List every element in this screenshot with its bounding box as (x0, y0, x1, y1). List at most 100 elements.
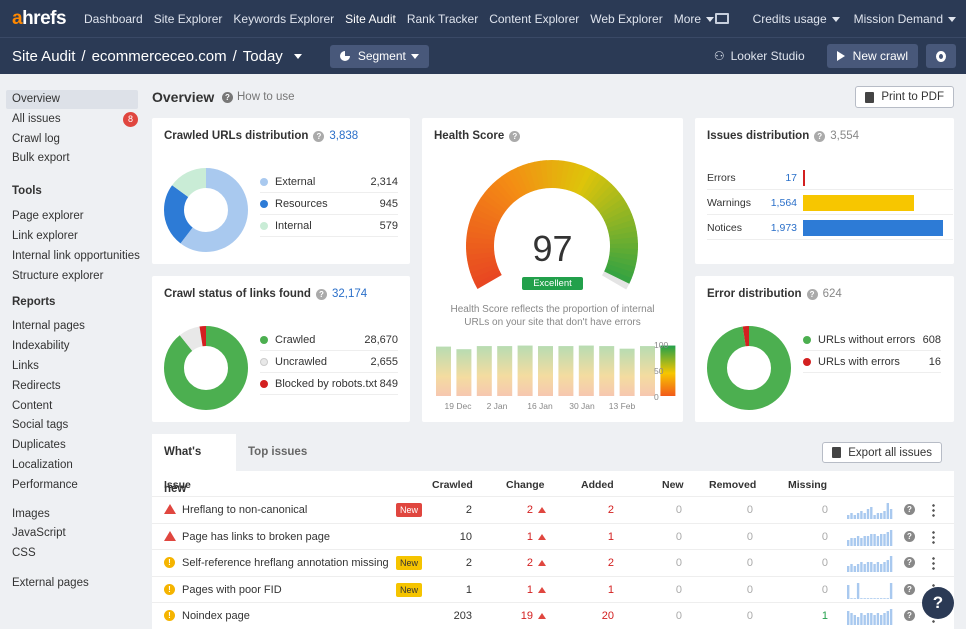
health-history-bar[interactable] (476, 346, 492, 396)
cell-missing[interactable]: 0 (821, 530, 828, 543)
export-all-issues-button[interactable]: Export all issues (822, 442, 942, 463)
tab-whats-new[interactable]: What's new (152, 434, 236, 495)
issue-type-count[interactable]: 17 (785, 171, 797, 184)
issues-row-notices[interactable]: Notices 1,973 (707, 216, 953, 240)
nav-link-keywords-explorer[interactable]: Keywords Explorer (233, 12, 334, 26)
cell-added[interactable]: 20 (601, 610, 614, 622)
help-icon[interactable]: ? (904, 557, 915, 568)
health-history-bar[interactable] (619, 348, 635, 396)
cell-crawled[interactable]: 1 (465, 583, 472, 596)
cell-new[interactable]: 0 (675, 504, 682, 516)
sidebar-item-all-issues[interactable]: All issues 8 (6, 110, 138, 129)
sidebar-item-content[interactable]: Content (6, 397, 138, 416)
nav-link-more[interactable]: More (674, 12, 715, 26)
health-history-bar[interactable] (456, 349, 472, 396)
change-value[interactable]: 2 (526, 557, 533, 569)
help-icon[interactable]: ? (509, 130, 521, 142)
table-row[interactable]: ! Pages with poor FID New 1 1 1 0 0 0? (152, 575, 954, 602)
column-header-issue[interactable]: Issue (164, 479, 191, 491)
cell-added[interactable]: 1 (607, 530, 614, 543)
crawled-urls-legend-row[interactable]: Internal 579 (260, 215, 398, 237)
settings-button[interactable] (926, 44, 956, 68)
credits-usage-menu[interactable]: Credits usage (753, 12, 840, 26)
breadcrumb-section[interactable]: Site Audit (12, 47, 76, 65)
crawl-status-legend-row[interactable]: Crawled 28,670 (260, 329, 398, 351)
nav-link-dashboard[interactable]: Dashboard (84, 12, 143, 26)
table-row[interactable]: Page has links to broken page 10 1 1 0 0 0? (152, 522, 954, 549)
cell-removed[interactable]: 0 (746, 610, 753, 622)
more-options-icon[interactable] (932, 503, 935, 517)
trend-sparkline[interactable] (847, 607, 893, 625)
how-to-use-link[interactable]: ? How to use (222, 91, 295, 103)
crawled-urls-legend-row[interactable]: External 2,314 (260, 171, 398, 193)
crawl-status-slice-blocked-by-robots-txt[interactable] (164, 326, 248, 410)
table-row[interactable]: ! Noindex page 203 19 20 0 0 1? (152, 602, 954, 628)
sidebar-item-bulk-export[interactable]: Bulk export (6, 149, 138, 168)
help-icon[interactable]: ? (315, 288, 327, 300)
sidebar-item-indexability[interactable]: Indexability (6, 337, 138, 356)
health-history-bar[interactable] (436, 346, 451, 396)
nav-link-site-audit[interactable]: Site Audit (345, 12, 396, 26)
cell-removed[interactable]: 0 (746, 504, 753, 516)
sidebar-item-link-explorer[interactable]: Link explorer (6, 227, 138, 246)
monitor-icon[interactable] (714, 13, 729, 24)
help-icon[interactable]: ? (904, 583, 915, 595)
segment-button[interactable]: Segment (329, 44, 429, 68)
sidebar-item-localization[interactable]: Localization (6, 456, 138, 475)
table-row[interactable]: Hreflang to non-canonical New 2 2 2 0 0 0? (152, 496, 954, 522)
change-value[interactable]: 2 (526, 504, 533, 516)
more-options-icon[interactable] (932, 556, 935, 570)
cell-new[interactable]: 0 (675, 530, 682, 543)
sidebar-item-performance[interactable]: Performance (6, 476, 138, 495)
nav-link-rank-tracker[interactable]: Rank Tracker (407, 12, 478, 26)
sidebar-item-links[interactable]: Links (6, 357, 138, 376)
cell-missing[interactable]: 0 (821, 557, 828, 569)
help-chat-button[interactable]: ? (922, 587, 954, 619)
tab-top-issues[interactable]: Top issues (236, 434, 320, 471)
ahrefs-logo[interactable]: ahrefs (12, 7, 67, 29)
column-header-crawled[interactable]: Crawled (432, 479, 473, 491)
help-icon[interactable]: ? (904, 530, 915, 542)
sidebar-item-overview[interactable]: Overview (6, 90, 138, 109)
change-value[interactable]: 1 (526, 530, 533, 543)
help-icon[interactable]: ? (904, 610, 915, 621)
health-history-bar[interactable] (497, 346, 513, 396)
column-header-removed[interactable]: Removed (709, 479, 757, 491)
issues-row-errors[interactable]: Errors 17 (707, 166, 953, 190)
cell-removed[interactable]: 0 (746, 530, 753, 543)
nav-link-content-explorer[interactable]: Content Explorer (489, 12, 579, 26)
breadcrumb-project[interactable]: ecommerceceo.com (91, 47, 227, 65)
help-icon[interactable]: ? (904, 504, 915, 515)
cell-added[interactable]: 2 (607, 504, 614, 516)
date-selector[interactable]: Today (243, 48, 308, 65)
crawled-urls-slice-resources[interactable] (164, 168, 248, 252)
column-header-new[interactable]: New (662, 479, 684, 491)
trend-sparkline[interactable] (847, 581, 893, 599)
change-value[interactable]: 1 (526, 583, 533, 596)
cell-added[interactable]: 2 (607, 557, 614, 569)
crawled-urls-slice-internal[interactable] (164, 168, 248, 252)
account-menu[interactable]: Mission Demand (854, 12, 956, 26)
column-header-added[interactable]: Added (581, 479, 614, 491)
cell-new[interactable]: 0 (675, 583, 682, 596)
issue-name[interactable]: Pages with poor FID (182, 583, 282, 596)
cell-missing[interactable]: 1 (821, 610, 828, 622)
looker-studio-link[interactable]: ⚇ Looker Studio (714, 49, 805, 63)
sidebar-item-duplicates[interactable]: Duplicates (6, 436, 138, 455)
crawl-status-legend-row[interactable]: Uncrawled 2,655 (260, 351, 398, 373)
crawled-urls-legend-row[interactable]: Resources 945 (260, 193, 398, 215)
health-history-bar[interactable] (517, 345, 533, 396)
sidebar-item-css[interactable]: CSS (6, 544, 138, 563)
help-icon[interactable]: ? (806, 288, 818, 300)
issue-type-count[interactable]: 1,564 (770, 196, 797, 209)
crawl-status-total[interactable]: 32,174 (331, 288, 368, 300)
cell-crawled[interactable]: 203 (453, 610, 472, 622)
sidebar-item-structure-explorer[interactable]: Structure explorer (6, 267, 138, 286)
error-dist-legend-row[interactable]: URLs with errors 16 (803, 351, 941, 373)
sidebar-item-internal-pages[interactable]: Internal pages (6, 317, 138, 336)
issue-name[interactable]: Self-reference hreflang annotation missi… (182, 557, 389, 569)
trend-sparkline[interactable] (847, 501, 893, 519)
help-icon[interactable]: ? (313, 130, 325, 142)
trend-sparkline[interactable] (847, 554, 893, 572)
sidebar-item-internal-link-opportunities[interactable]: Internal link opportunities (6, 247, 140, 266)
